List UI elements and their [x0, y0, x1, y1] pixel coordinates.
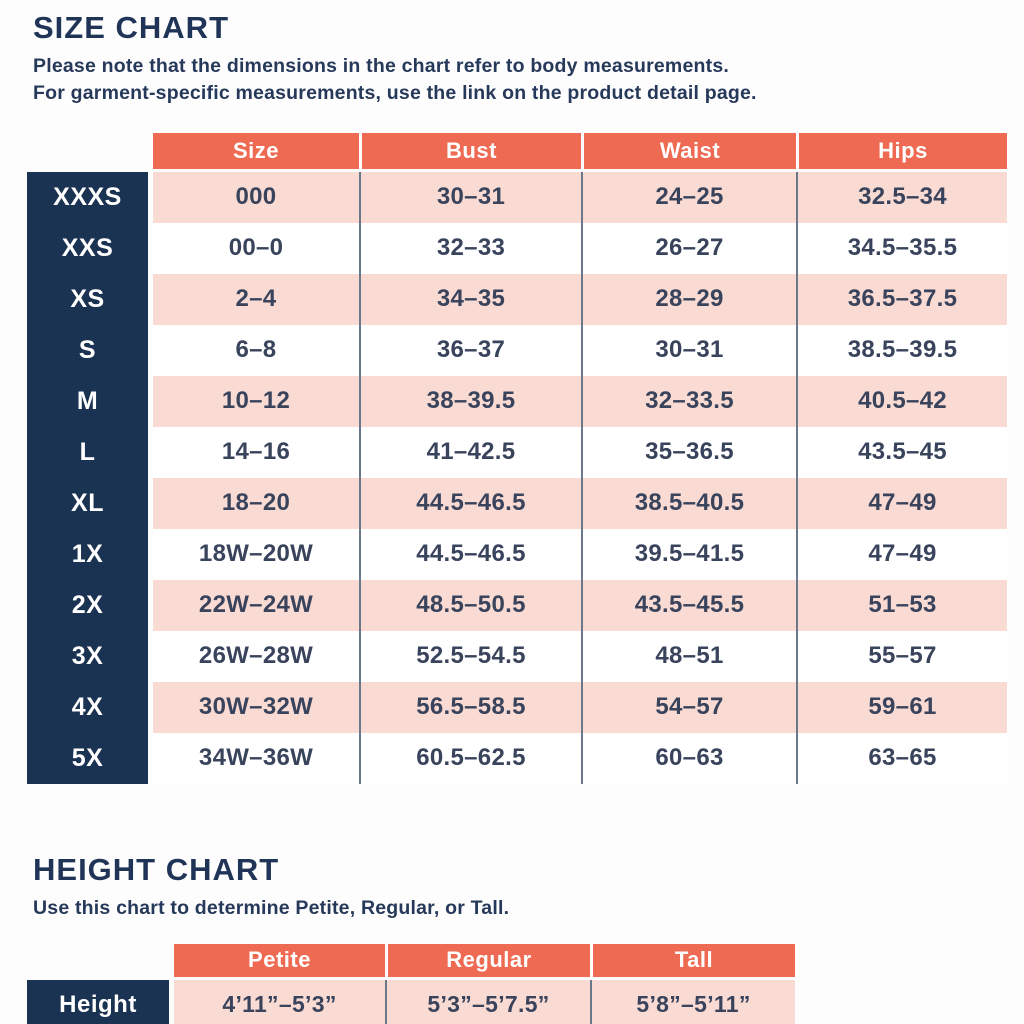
waist-cell: 32–33.5 [581, 375, 796, 427]
size-cell: 18–20 [153, 477, 359, 529]
size-table-row: XXS 00–0 32–33 26–27 34.5–35.5 [27, 222, 1007, 274]
size-row-label: 5X [27, 732, 153, 784]
size-table-row: XXXS 000 30–31 24–25 32.5–34 [27, 171, 1007, 223]
height-chart-table: Petite Regular Tall Height 4’11”–5’3” 5’… [27, 943, 795, 1024]
size-chart-section: SIZE CHART Please note that the dimensio… [0, 10, 1024, 784]
hips-cell: 51–53 [796, 579, 1007, 631]
bust-cell: 44.5–46.5 [359, 528, 581, 580]
waist-cell: 48–51 [581, 630, 796, 682]
size-row-label: XXS [27, 222, 153, 274]
size-chart-note-line2: For garment-specific measurements, use t… [33, 81, 757, 104]
column-header-size: Size [153, 132, 359, 172]
waist-cell: 43.5–45.5 [581, 579, 796, 631]
waist-cell: 26–27 [581, 222, 796, 274]
hips-cell: 47–49 [796, 528, 1007, 580]
size-chart-note: Please note that the dimensions in the c… [0, 53, 1024, 107]
bust-cell: 36–37 [359, 324, 581, 376]
size-row-label: S [27, 324, 153, 376]
size-row-label: M [27, 375, 153, 427]
header-corner-spacer [27, 133, 153, 172]
bust-cell: 32–33 [359, 222, 581, 274]
size-table-row: XL 18–20 44.5–46.5 38.5–40.5 47–49 [27, 477, 1007, 529]
waist-cell: 24–25 [581, 171, 796, 223]
waist-cell: 60–63 [581, 732, 796, 784]
size-chart-table: Size Bust Waist Hips XXXS 000 30–31 24–2… [27, 132, 1007, 784]
height-chart-section: HEIGHT CHART Use this chart to determine… [0, 842, 1024, 1024]
waist-cell: 30–31 [581, 324, 796, 376]
column-header-regular: Regular [385, 943, 590, 980]
waist-cell: 28–29 [581, 273, 796, 325]
size-table-row: 3X 26W–28W 52.5–54.5 48–51 55–57 [27, 630, 1007, 682]
size-cell: 00–0 [153, 222, 359, 274]
size-cell: 2–4 [153, 273, 359, 325]
size-chart-title: SIZE CHART [33, 10, 229, 45]
size-table-row: 2X 22W–24W 48.5–50.5 43.5–45.5 51–53 [27, 579, 1007, 631]
height-table-row: Height 4’11”–5’3” 5’3”–5’7.5” 5’8”–5’11” [27, 979, 795, 1024]
size-row-label: 3X [27, 630, 153, 682]
height-chart-title: HEIGHT CHART [33, 851, 280, 887]
height-chart-note: Use this chart to determine Petite, Regu… [33, 896, 510, 919]
size-cell: 22W–24W [153, 579, 359, 631]
bust-cell: 34–35 [359, 273, 581, 325]
height-table-header-row: Petite Regular Tall [27, 943, 795, 980]
bust-cell: 44.5–46.5 [359, 477, 581, 529]
hips-cell: 40.5–42 [796, 375, 1007, 427]
bust-cell: 41–42.5 [359, 426, 581, 478]
regular-cell: 5’3”–5’7.5” [385, 979, 590, 1024]
column-header-tall: Tall [590, 943, 795, 980]
bust-cell: 38–39.5 [359, 375, 581, 427]
hips-cell: 55–57 [796, 630, 1007, 682]
size-table-row: XS 2–4 34–35 28–29 36.5–37.5 [27, 273, 1007, 325]
size-table-row: L 14–16 41–42.5 35–36.5 43.5–45 [27, 426, 1007, 478]
size-row-label: L [27, 426, 153, 478]
size-row-label: 1X [27, 528, 153, 580]
size-table-row: 4X 30W–32W 56.5–58.5 54–57 59–61 [27, 681, 1007, 733]
size-table-header-row: Size Bust Waist Hips [27, 132, 1007, 172]
size-cell: 14–16 [153, 426, 359, 478]
bust-cell: 30–31 [359, 171, 581, 223]
size-cell: 000 [153, 171, 359, 223]
column-header-waist: Waist [581, 132, 796, 172]
hips-cell: 36.5–37.5 [796, 273, 1007, 325]
hips-cell: 43.5–45 [796, 426, 1007, 478]
size-row-label: XXXS [27, 171, 153, 223]
waist-cell: 35–36.5 [581, 426, 796, 478]
size-row-label: XL [27, 477, 153, 529]
waist-cell: 38.5–40.5 [581, 477, 796, 529]
petite-cell: 4’11”–5’3” [174, 979, 385, 1024]
column-header-bust: Bust [359, 132, 581, 172]
size-table-row: M 10–12 38–39.5 32–33.5 40.5–42 [27, 375, 1007, 427]
size-table-row: S 6–8 36–37 30–31 38.5–39.5 [27, 324, 1007, 376]
size-cell: 26W–28W [153, 630, 359, 682]
waist-cell: 39.5–41.5 [581, 528, 796, 580]
size-cell: 34W–36W [153, 732, 359, 784]
hips-cell: 34.5–35.5 [796, 222, 1007, 274]
column-header-petite: Petite [174, 943, 385, 980]
size-cell: 18W–20W [153, 528, 359, 580]
hips-cell: 38.5–39.5 [796, 324, 1007, 376]
hips-cell: 59–61 [796, 681, 1007, 733]
hips-cell: 47–49 [796, 477, 1007, 529]
height-row-label: Height [27, 979, 174, 1024]
bust-cell: 60.5–62.5 [359, 732, 581, 784]
bust-cell: 52.5–54.5 [359, 630, 581, 682]
column-header-hips: Hips [796, 132, 1007, 172]
bust-cell: 48.5–50.5 [359, 579, 581, 631]
hips-cell: 32.5–34 [796, 171, 1007, 223]
bust-cell: 56.5–58.5 [359, 681, 581, 733]
size-row-label: 2X [27, 579, 153, 631]
size-row-label: XS [27, 273, 153, 325]
header-corner-spacer [27, 944, 174, 980]
waist-cell: 54–57 [581, 681, 796, 733]
size-row-label: 4X [27, 681, 153, 733]
size-table-row: 5X 34W–36W 60.5–62.5 60–63 63–65 [27, 732, 1007, 784]
size-cell: 6–8 [153, 324, 359, 376]
size-cell: 10–12 [153, 375, 359, 427]
size-chart-note-line1: Please note that the dimensions in the c… [33, 55, 729, 77]
tall-cell: 5’8”–5’11” [590, 979, 795, 1024]
size-table-row: 1X 18W–20W 44.5–46.5 39.5–41.5 47–49 [27, 528, 1007, 580]
size-cell: 30W–32W [153, 681, 359, 733]
hips-cell: 63–65 [796, 732, 1007, 784]
